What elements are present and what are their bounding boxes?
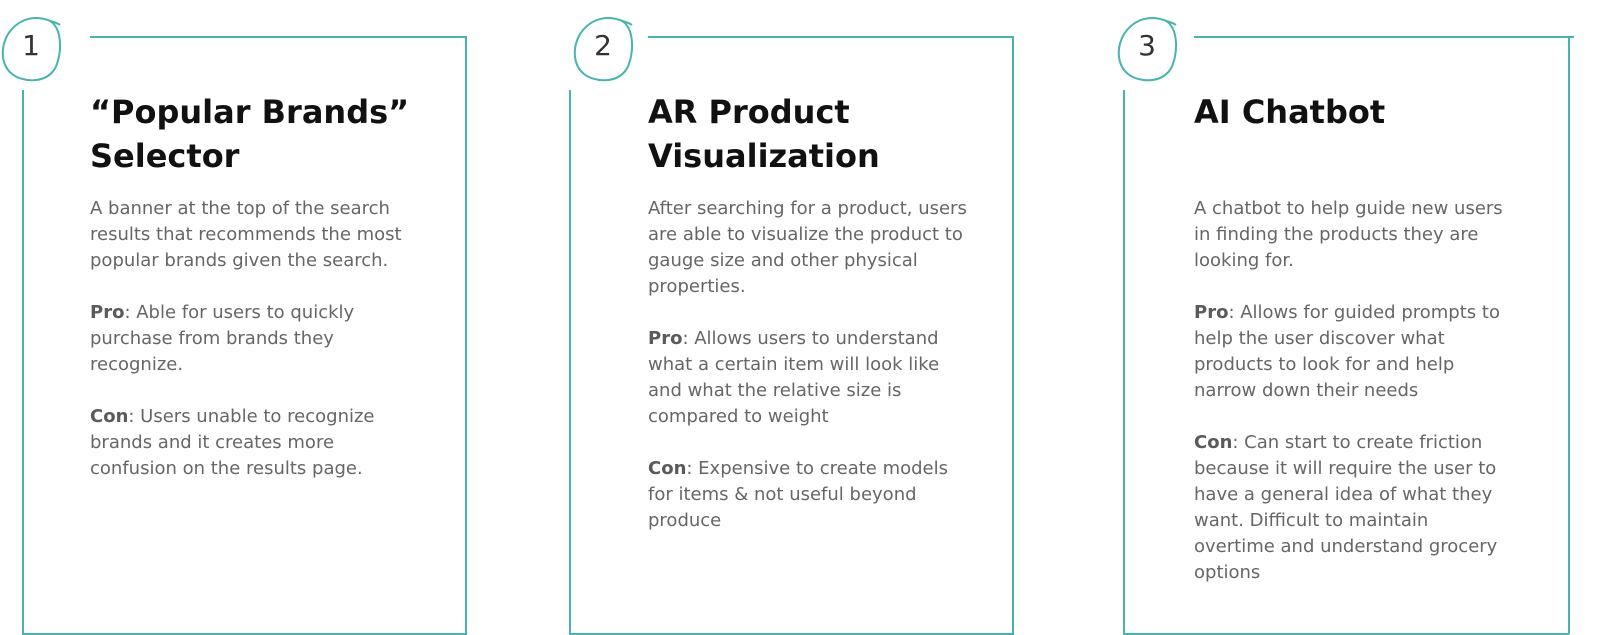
circle-number-icon — [573, 16, 633, 82]
card-frame — [22, 36, 467, 635]
pro-paragraph: Pro: Allows users to understand what a c… — [648, 326, 968, 430]
con-text: : Can start to create friction because i… — [1194, 432, 1498, 583]
pro-text: : Allows for guided prompts to help the … — [1194, 302, 1500, 401]
card-body: A banner at the top of the search result… — [90, 196, 410, 508]
card-description: After searching for a product, users are… — [648, 198, 967, 297]
con-paragraph: Con: Users unable to recognize brands an… — [90, 404, 410, 482]
card-title: “Popular Brands” Selector — [90, 93, 410, 175]
pro-label: Pro — [648, 328, 683, 349]
concept-card-2: 2 AR Product Visualization After searchi… — [558, 0, 1028, 635]
number-badge-2: 2 — [572, 14, 638, 82]
con-label: Con — [90, 406, 129, 427]
card-number: 3 — [1138, 29, 1156, 62]
circle-number-icon — [1, 16, 61, 82]
con-text: : Users unable to recognize brands and i… — [90, 406, 375, 479]
con-label: Con — [1194, 432, 1233, 453]
circle-number-icon — [1117, 16, 1177, 82]
card-body: After searching for a product, users are… — [648, 196, 968, 560]
card-frame — [1123, 36, 1574, 635]
card-body: A chatbot to help guide new users in fin… — [1194, 196, 1514, 612]
card-number: 1 — [22, 29, 40, 62]
card-title: AR Product Visualization — [648, 93, 880, 175]
con-label: Con — [648, 458, 687, 479]
card-description: A banner at the top of the search result… — [90, 198, 402, 271]
card-frame — [569, 36, 1014, 635]
pro-text: : Allows users to understand what a cert… — [648, 328, 940, 427]
number-badge-3: 3 — [1116, 14, 1182, 82]
con-paragraph: Con: Can start to create friction becaus… — [1194, 430, 1514, 586]
pro-paragraph: Pro: Allows for guided prompts to help t… — [1194, 300, 1514, 404]
concept-card-1: 1 “Popular Brands” Selector A banner at … — [0, 0, 470, 635]
con-text: : Expensive to create models for items &… — [648, 458, 949, 531]
pro-label: Pro — [1194, 302, 1229, 323]
card-description: A chatbot to help guide new users in fin… — [1194, 198, 1503, 271]
number-badge-1: 1 — [0, 14, 66, 82]
concept-card-3: 3 AI Chatbot A chatbot to help guide new… — [1104, 0, 1605, 635]
card-title: AI Chatbot — [1194, 93, 1386, 131]
pro-paragraph: Pro: Able for users to quickly purchase … — [90, 300, 410, 378]
pro-label: Pro — [90, 302, 125, 323]
pro-text: : Able for users to quickly purchase fro… — [90, 302, 355, 375]
card-number: 2 — [594, 29, 612, 62]
con-paragraph: Con: Expensive to create models for item… — [648, 456, 968, 534]
